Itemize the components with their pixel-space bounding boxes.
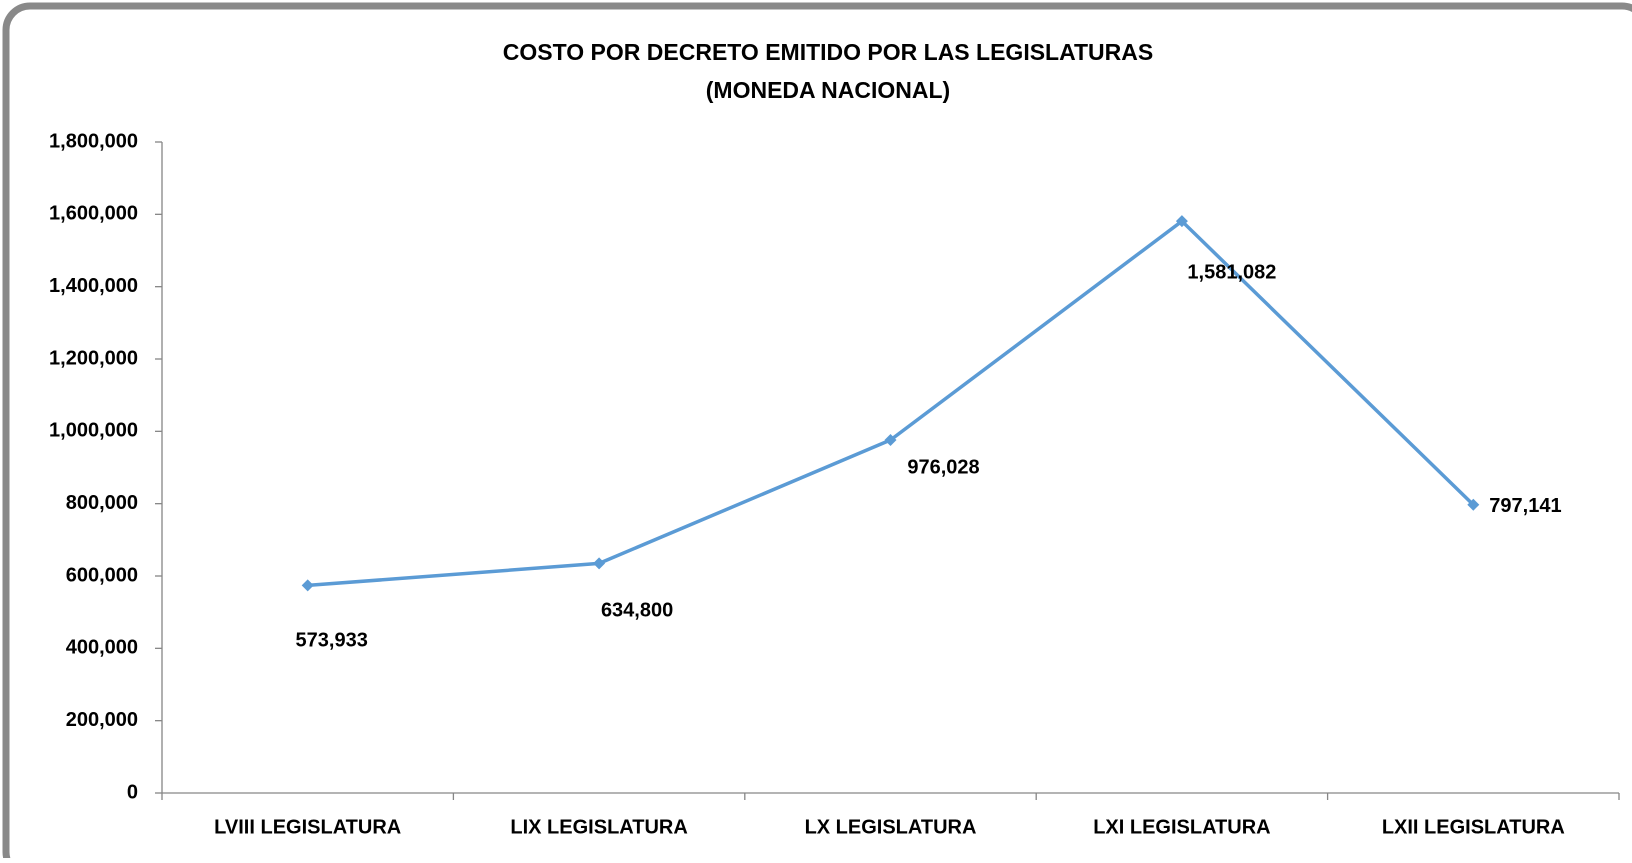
y-tick-label: 1,400,000 bbox=[49, 275, 138, 297]
y-tick-label: 200,000 bbox=[66, 709, 138, 731]
x-tick-label: LXII LEGISLATURA bbox=[1382, 816, 1565, 838]
y-tick-label: 400,000 bbox=[66, 637, 138, 659]
marker bbox=[593, 557, 606, 570]
x-tick-label: LVIII LEGISLATURA bbox=[214, 816, 401, 838]
marker bbox=[884, 434, 897, 447]
x-tick-label: LIX LEGISLATURA bbox=[510, 816, 687, 838]
marker bbox=[1467, 498, 1480, 511]
y-tick-label: 0 bbox=[127, 781, 138, 803]
x-tick-label: LXI LEGISLATURA bbox=[1093, 816, 1270, 838]
y-tick-label: 1,200,000 bbox=[49, 347, 138, 369]
y-tick-label: 1,000,000 bbox=[49, 420, 138, 442]
y-tick-label: 800,000 bbox=[66, 492, 138, 514]
data-label: 1,581,082 bbox=[1187, 261, 1276, 283]
chart-title: COSTO POR DECRETO EMITIDO POR LAS LEGISL… bbox=[503, 39, 1153, 65]
data-label: 797,141 bbox=[1489, 495, 1561, 517]
data-label: 573,933 bbox=[296, 630, 368, 652]
y-tick-label: 1,600,000 bbox=[49, 203, 138, 225]
marker bbox=[301, 579, 314, 592]
data-label: 634,800 bbox=[601, 600, 673, 622]
y-tick-label: 600,000 bbox=[66, 564, 138, 586]
x-tick-label: LX LEGISLATURA bbox=[805, 816, 977, 838]
data-label: 976,028 bbox=[907, 456, 979, 478]
marker bbox=[1175, 215, 1188, 228]
chart-title: (MONEDA NACIONAL) bbox=[706, 77, 950, 103]
y-tick-label: 1,800,000 bbox=[49, 130, 138, 152]
